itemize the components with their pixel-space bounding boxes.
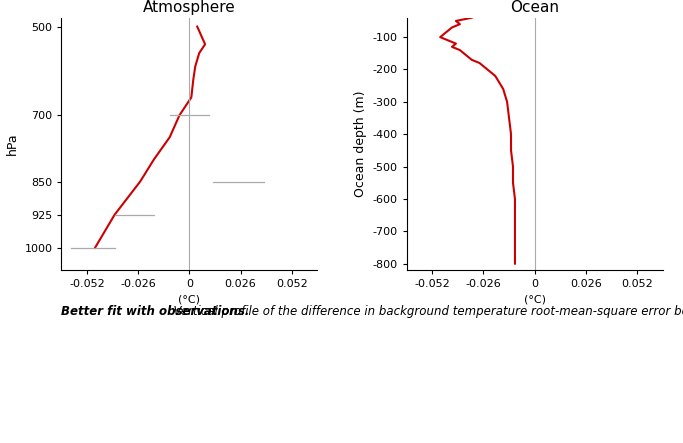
Y-axis label: hPa: hPa [6, 132, 19, 155]
X-axis label: (°C): (°C) [524, 295, 546, 305]
Y-axis label: Ocean depth (m): Ocean depth (m) [354, 91, 367, 197]
Text: Better fit with observations.: Better fit with observations. [61, 305, 250, 319]
Title: Atmosphere: Atmosphere [143, 0, 236, 15]
X-axis label: (°C): (°C) [178, 295, 200, 305]
Text: Vertical profile of the difference in background temperature root-mean-square er: Vertical profile of the difference in ba… [61, 305, 683, 319]
Title: Ocean: Ocean [510, 0, 559, 15]
